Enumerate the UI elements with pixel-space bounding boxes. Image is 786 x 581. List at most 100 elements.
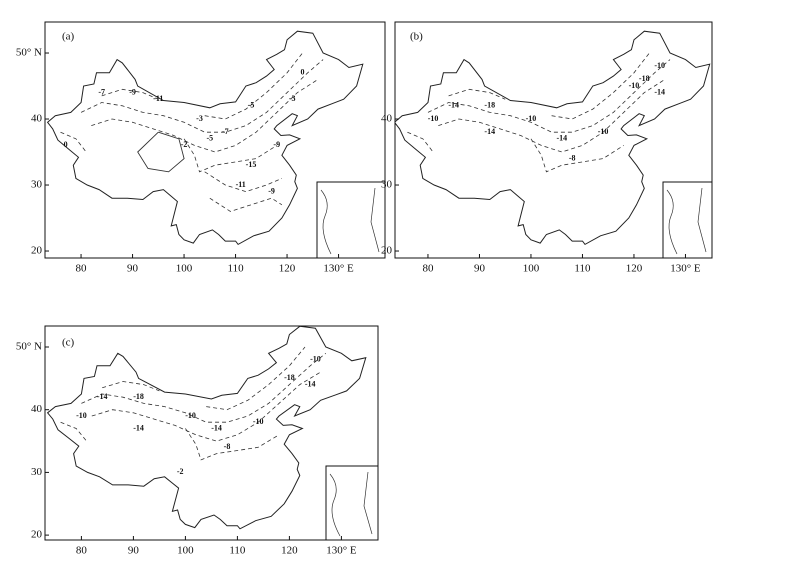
lon-tick-label: 100 — [523, 263, 540, 275]
lon-tick-label: 120 — [626, 263, 643, 275]
contour-label: -2 — [181, 140, 188, 149]
contour — [101, 88, 159, 100]
panel-label: (b) — [410, 31, 423, 43]
contour-label: -14 — [211, 423, 222, 432]
contour-label: -9 — [129, 87, 136, 96]
lat-tick-label: 30 — [31, 179, 43, 191]
lon-tick-label: 130° E — [323, 263, 354, 275]
contour-label: -10 — [310, 354, 321, 363]
panel-label: (a) — [62, 31, 75, 43]
contour-label: -10 — [654, 61, 665, 70]
lon-tick-label: 80 — [422, 263, 434, 275]
lat-tick-label: 50° N — [16, 47, 42, 59]
contour — [204, 52, 303, 120]
lon-tick-label: 90 — [474, 263, 486, 275]
inset-coast — [666, 187, 707, 255]
contour-label: -15 — [246, 160, 257, 169]
lon-tick-label: 110 — [229, 545, 246, 557]
contour-label: -8 — [224, 442, 231, 451]
map-body — [46, 326, 367, 530]
contour — [438, 79, 666, 153]
country-outline — [46, 30, 364, 246]
contour — [206, 346, 306, 411]
contour-label: -7 — [222, 127, 229, 136]
lon-tick-label: 120 — [281, 545, 298, 557]
contour-label: -10 — [629, 81, 640, 90]
contour-label: -11 — [153, 94, 163, 103]
frame — [44, 325, 379, 541]
lon-tick-label: 90 — [128, 545, 140, 557]
contour — [185, 428, 280, 461]
lon-tick-label: 130° E — [670, 263, 701, 275]
contour-label: -5 — [248, 101, 255, 110]
frame — [44, 21, 386, 259]
contour-label: -8 — [569, 153, 576, 162]
contour-label: -10 — [598, 127, 609, 136]
contour-label: -10 — [185, 411, 196, 420]
contour-label: -18 — [284, 373, 295, 382]
contour-label: -14 — [557, 134, 568, 143]
contour-label: -9 — [268, 186, 275, 195]
lon-tick-label: 130° E — [326, 545, 357, 557]
contour-label: -14 — [484, 127, 495, 136]
contour-label: -3 — [289, 94, 296, 103]
contour-label: -7 — [98, 87, 105, 96]
lon-tick-label: 90 — [127, 263, 139, 275]
lat-tick-label: 50° N — [16, 341, 42, 353]
contour-label: -14 — [654, 87, 665, 96]
contour-solid — [137, 131, 185, 173]
contour-label: -14 — [305, 379, 316, 388]
country-outline — [46, 326, 367, 530]
lon-tick-label: 80 — [76, 545, 88, 557]
contour-label: -14 — [133, 423, 144, 432]
inset-coast — [320, 187, 380, 255]
contour-label: -14 — [448, 101, 459, 110]
contour-label: -14 — [97, 392, 108, 401]
contour — [530, 138, 624, 173]
lon-tick-label: 110 — [228, 263, 245, 275]
contour-label: -10 — [428, 114, 439, 123]
contour-label: -3 — [196, 114, 203, 123]
lon-tick-label: 100 — [176, 263, 193, 275]
contour — [204, 171, 283, 193]
contour-label: -9 — [273, 140, 280, 149]
lat-tick-label: 20 — [381, 245, 393, 257]
inset-map — [662, 181, 713, 259]
contour — [60, 131, 87, 153]
contour-label: -10 — [253, 417, 264, 426]
contour-label: 0 — [301, 68, 305, 77]
panel-label: (c) — [62, 337, 75, 349]
contour-label: -10 — [526, 114, 537, 123]
map-body — [46, 30, 364, 246]
contour — [81, 352, 327, 423]
country-outline — [395, 30, 711, 246]
contour-label: -5 — [206, 134, 213, 143]
lat-tick-label: 30 — [31, 466, 43, 478]
inset-coast — [329, 471, 373, 537]
lat-tick-label: 20 — [31, 245, 43, 257]
contour — [60, 421, 87, 442]
contour-label: -2 — [177, 467, 184, 476]
contour — [427, 59, 671, 133]
map-panel: (a) 50° N 40 30 20 80 90 100 110 120 130° E -7 -9 -11… — [16, 21, 386, 275]
contour-label: 0 — [64, 140, 68, 149]
contour — [183, 138, 278, 173]
contour — [91, 371, 321, 442]
contour — [407, 131, 434, 153]
lat-tick-label: 40 — [31, 403, 43, 415]
lat-tick-label: 40 — [31, 113, 43, 125]
frame — [394, 21, 713, 259]
lon-tick-label: 100 — [177, 545, 194, 557]
contour-label: -18 — [484, 101, 495, 110]
lat-tick-label: 20 — [31, 529, 43, 541]
lon-tick-label: 110 — [574, 263, 591, 275]
lon-tick-label: 120 — [279, 263, 296, 275]
contour — [551, 52, 650, 120]
lon-tick-label: 80 — [76, 263, 88, 275]
lat-tick-label: 30 — [381, 179, 393, 191]
contour — [80, 59, 324, 133]
contour-label: -18 — [133, 392, 144, 401]
contour — [209, 197, 283, 212]
